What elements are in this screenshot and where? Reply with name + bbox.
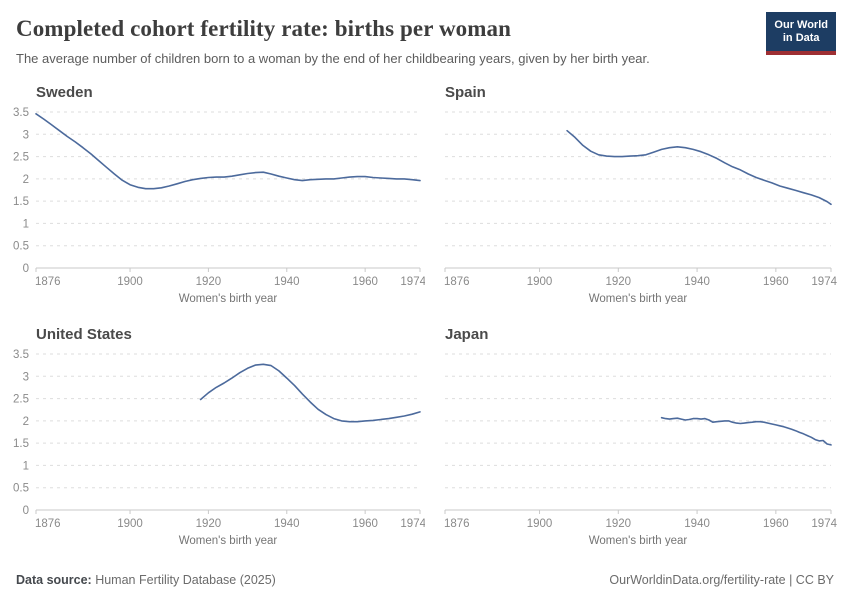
- series-line-spain: [566, 129, 832, 206]
- x-tick-label: 1960: [352, 518, 378, 530]
- x-tick-label: 1940: [684, 276, 710, 288]
- plot-united-states: 0 0.5 1 1.5 2 2.5 3 3.5 1876 1900 1920 1940 1960 1974…: [13, 349, 425, 546]
- x-tick-label: 1920: [606, 276, 632, 288]
- chart-subtitle: The average number of children born to a…: [16, 51, 650, 66]
- owid-logo-line2: in Data: [782, 32, 820, 44]
- chart-title-block: Completed cohort fertility rate: births …: [16, 14, 766, 68]
- x-tick-label: 1900: [117, 276, 143, 288]
- x-tick-label: 1974: [400, 276, 425, 288]
- x-axis-title: Women's birth year: [179, 535, 278, 546]
- x-tick-label: 1920: [606, 518, 632, 530]
- series-line-united-states: [199, 363, 421, 423]
- y-tick-label: 0.5: [13, 241, 29, 253]
- page-title: Completed cohort fertility rate: births …: [16, 16, 512, 41]
- y-tick-label: 2.5: [13, 394, 29, 406]
- data-source-text: Human Fertility Database (2025): [91, 573, 276, 587]
- plot-japan: 1876 1900 1920 1940 1960 1974 Women's birth ye…: [444, 353, 838, 546]
- plot-spain: 1876 1900 1920 1940 1960 1974 Women's birth ye…: [444, 111, 838, 304]
- chart-panel-spain: Spain 1876 1900 1920 1940 1960 1974 Women's bi…: [425, 84, 850, 304]
- x-tick-label: 1876: [35, 518, 61, 530]
- citation: OurWorldinData.org/fertility-rate | CC B…: [609, 573, 834, 587]
- plot-sweden: 0 0.5 1 1.5 2 2.5 3 3.5 1876 1900 1920 1940 1960 1974…: [13, 107, 425, 304]
- owid-logo-line1: Our World: [774, 19, 828, 31]
- y-tick-label: 0: [23, 505, 29, 517]
- y-tick-label: 1: [23, 218, 29, 230]
- y-tick-label: 1: [23, 460, 29, 472]
- x-axis-title: Women's birth year: [589, 293, 688, 304]
- x-tick-label: 1960: [763, 518, 789, 530]
- y-tick-label: 3.5: [13, 349, 29, 361]
- series-line-sweden: [35, 113, 421, 190]
- panel-title-sweden: Sweden: [36, 84, 93, 101]
- x-tick-label: 1876: [444, 518, 470, 530]
- data-source-label: Data source:: [16, 573, 92, 587]
- data-source: Data source: Human Fertility Database (2…: [16, 572, 276, 588]
- x-tick-label: 1940: [684, 518, 710, 530]
- y-tick-label: 3.5: [13, 107, 29, 119]
- x-tick-label: 1920: [196, 276, 222, 288]
- chart-panel-japan: Japan 1876 1900 1920 1940 1960 1974 Women's bi…: [425, 326, 850, 546]
- owid-logo: Our World in Data: [766, 12, 836, 55]
- panel-title-japan: Japan: [445, 326, 489, 343]
- chart-footer: Data source: Human Fertility Database (2…: [16, 572, 834, 588]
- x-tick-label: 1974: [811, 276, 837, 288]
- y-tick-label: 0: [23, 263, 29, 275]
- series-line-japan: [660, 416, 832, 446]
- y-tick-label: 1.5: [13, 196, 29, 208]
- y-tick-label: 2: [23, 416, 29, 428]
- x-tick-label: 1960: [352, 276, 378, 288]
- panel-title-spain: Spain: [445, 84, 486, 101]
- y-tick-label: 2: [23, 174, 29, 186]
- x-tick-label: 1960: [763, 276, 789, 288]
- x-tick-label: 1940: [274, 518, 300, 530]
- x-tick-label: 1900: [527, 276, 553, 288]
- x-tick-label: 1974: [400, 518, 425, 530]
- x-tick-label: 1940: [274, 276, 300, 288]
- x-axis-title: Women's birth year: [589, 535, 688, 546]
- y-tick-label: 3: [23, 371, 29, 383]
- owid-logo-accent-bar: [766, 51, 836, 55]
- panel-title-united-states: United States: [36, 326, 132, 343]
- owid-logo-box: Our World in Data: [766, 12, 836, 51]
- x-tick-label: 1900: [527, 518, 553, 530]
- chart-panel-sweden: Sweden 0 0.5 1 1.5 2 2.5 3 3.5 1876 1900 1920 1940 1…: [0, 84, 425, 304]
- x-axis-title: Women's birth year: [179, 293, 278, 304]
- chart-panel-united-states: United States 0 0.5 1 1.5 2 2.5 3 3.5 1876 1900 19…: [0, 326, 425, 546]
- x-tick-label: 1876: [35, 276, 61, 288]
- x-tick-label: 1876: [444, 276, 470, 288]
- x-tick-label: 1974: [811, 518, 837, 530]
- y-tick-label: 1.5: [13, 438, 29, 450]
- y-tick-label: 3: [23, 129, 29, 141]
- charts-grid: Sweden 0 0.5 1 1.5 2 2.5 3 3.5 1876 1900 1920 1940 1…: [0, 84, 850, 546]
- chart-header: Completed cohort fertility rate: births …: [0, 0, 850, 68]
- y-tick-label: 2.5: [13, 152, 29, 164]
- x-tick-label: 1900: [117, 518, 143, 530]
- y-tick-label: 0.5: [13, 483, 29, 495]
- x-tick-label: 1920: [196, 518, 222, 530]
